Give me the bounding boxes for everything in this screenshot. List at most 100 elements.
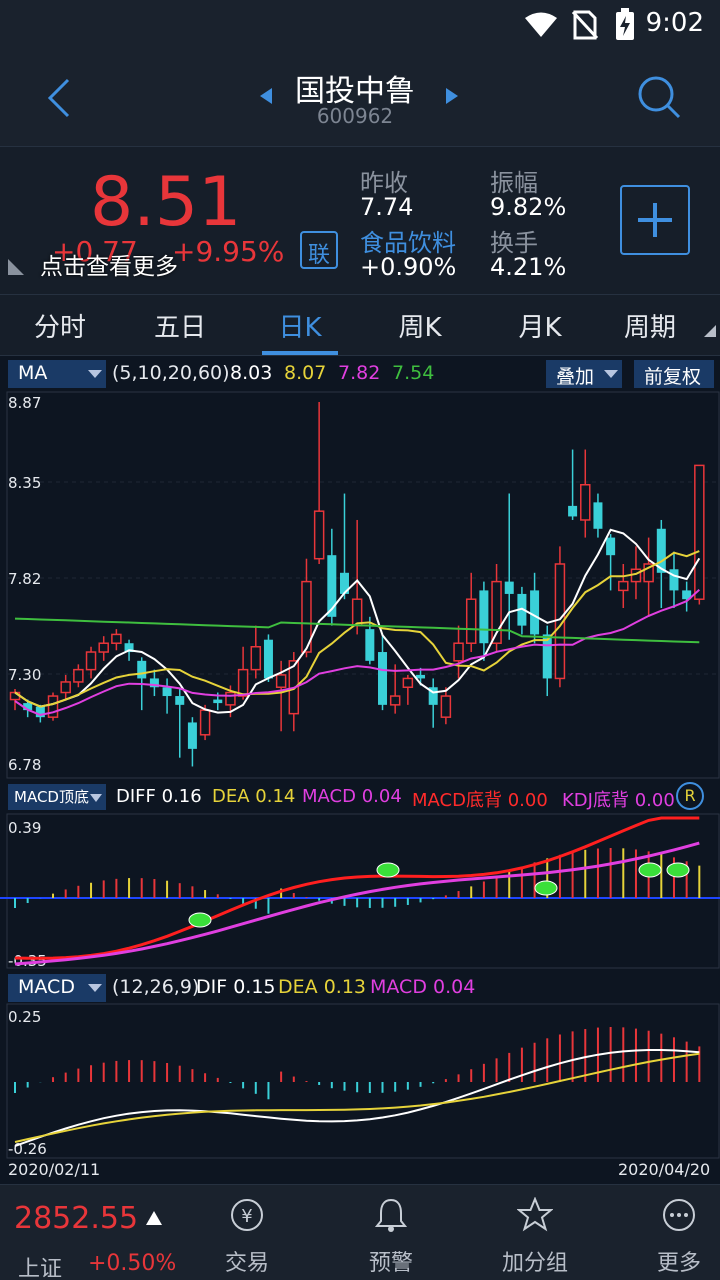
signal-panel-frame: [6, 813, 720, 969]
candle-body: [275, 674, 287, 688]
candle-body: [85, 651, 97, 671]
candle-body: [237, 668, 249, 697]
dif-value: 0.15: [233, 976, 276, 998]
previous-stock-icon[interactable]: [258, 86, 274, 106]
dea-signal-value: 0.14: [255, 786, 296, 807]
candle-body: [213, 699, 223, 704]
more-button[interactable]: 更多: [624, 1197, 720, 1277]
candle-body: [504, 581, 514, 594]
back-arrow-icon[interactable]: [44, 76, 74, 120]
candle-body: [618, 580, 629, 592]
candle-body: [479, 590, 489, 644]
candle-body: [656, 528, 666, 573]
no-sim-icon: [572, 10, 598, 40]
candle-body: [199, 709, 211, 736]
index-value[interactable]: 2852.55: [14, 1201, 139, 1236]
ma-selector-label: MA: [18, 362, 48, 384]
period-tabs: 分时 五日 日K 周K 月K 周期: [0, 294, 720, 356]
search-icon[interactable]: [636, 74, 682, 120]
stock-name: 国投中鲁: [295, 74, 415, 109]
candle-body: [428, 687, 438, 705]
diff-value: 0.16: [161, 786, 202, 807]
candle-body: [440, 695, 452, 718]
candle-body: [669, 569, 679, 591]
macd-dea-line: [14, 1052, 700, 1143]
ma60-value: 7.54: [392, 362, 435, 384]
macd-selector[interactable]: MACD: [8, 974, 106, 1002]
plus-icon: [638, 203, 672, 237]
sector-link[interactable]: 食品饮料: [360, 229, 456, 257]
period-dropdown-icon: [704, 325, 716, 337]
star-icon: [516, 1196, 554, 1232]
alert-button[interactable]: 预警: [336, 1197, 446, 1277]
tab-daily-k[interactable]: 日K: [278, 313, 322, 343]
overlay-button-label: 叠加: [556, 366, 595, 388]
macd-axis-label: 0.25: [8, 1008, 41, 1026]
candle-body: [339, 572, 349, 594]
candle-body: [187, 722, 197, 749]
tab-intraday[interactable]: 分时: [33, 313, 86, 343]
quote-panel[interactable]: 8.51 +0.77 +9.95% 点击查看更多 联 昨收 7.74 食品饮料 …: [0, 146, 720, 294]
candle-body: [389, 695, 401, 706]
candle-body: [351, 598, 363, 627]
candle-body: [73, 668, 84, 683]
candle-body: [542, 634, 552, 679]
signal-marker-icon: [666, 862, 690, 878]
price-change: +0.77: [52, 235, 138, 268]
signal-selector[interactable]: MACD顶底: [8, 784, 106, 810]
ma-selector[interactable]: MA: [8, 360, 106, 388]
signal-axis-label: 0.39: [8, 819, 41, 837]
link-badge[interactable]: 联: [300, 231, 338, 269]
signal-selector-label: MACD顶底: [14, 788, 89, 806]
ma5-value: 8.03: [230, 362, 273, 384]
price-change-percent: +9.95%: [172, 235, 285, 268]
trade-button[interactable]: ¥ 交易: [192, 1197, 302, 1277]
ma20-value: 7.82: [338, 362, 381, 384]
signal-refresh-badge[interactable]: R: [676, 782, 704, 810]
signal-axis-label: -0.35: [8, 952, 47, 970]
price-axis-label: 7.30: [8, 666, 41, 684]
diff-label: DIFF 0.16: [116, 786, 202, 807]
sector-change: +0.90%: [360, 253, 457, 281]
signal-marker-icon: [638, 862, 662, 878]
start-date: 2020/02/11: [8, 1160, 101, 1179]
price-axis-label: 7.82: [8, 570, 41, 588]
dea-signal-label: DEA 0.14: [212, 786, 296, 807]
macd-selector-label: MACD: [18, 976, 75, 998]
price-axis-label: 8.35: [8, 474, 41, 492]
candle-body: [453, 642, 464, 662]
wifi-icon: [525, 12, 557, 37]
prev-close-value: 7.74: [360, 193, 414, 221]
bell-icon: [374, 1198, 408, 1232]
tab-five-day[interactable]: 五日: [153, 313, 206, 343]
dif-line: [14, 1049, 700, 1147]
status-bar: 9:02: [0, 0, 720, 50]
tab-period[interactable]: 周期: [623, 313, 676, 343]
candle-body: [111, 633, 122, 644]
next-stock-icon[interactable]: [444, 86, 460, 106]
add-group-label: 加分组: [501, 1251, 568, 1276]
macd-divergence-value: 0.00: [507, 790, 548, 811]
candle-body: [98, 642, 109, 653]
macd-label: MACD 0.04: [370, 976, 476, 998]
dea-value: 0.13: [323, 976, 366, 998]
add-group-button[interactable]: 加分组: [480, 1196, 590, 1277]
candle-body: [416, 674, 426, 679]
macd-params: (12,26,9): [112, 976, 200, 998]
more-label: 更多: [656, 1251, 701, 1276]
ma-dropdown-icon: [88, 370, 102, 378]
candle-body: [327, 555, 337, 617]
stock-code: 600962: [316, 104, 394, 128]
add-to-watchlist-button[interactable]: [620, 185, 690, 255]
price-adjust-button[interactable]: 前复权: [634, 360, 714, 388]
yen-exchange-icon: ¥: [231, 1199, 263, 1231]
kline-chart-area[interactable]: MA (5,10,20,60) 8.03 8.07 7.82 7.54 叠加 前…: [0, 356, 720, 1184]
tab-weekly-k[interactable]: 周K: [398, 313, 442, 343]
dif-label: DIF 0.15: [196, 976, 276, 998]
view-more-hint[interactable]: 点击查看更多: [40, 254, 178, 280]
candle-body: [694, 464, 705, 600]
tab-monthly-k[interactable]: 月K: [518, 313, 562, 343]
index-change: +0.50%: [88, 1251, 177, 1276]
kline-chart-canvas[interactable]: 8.87 8.35 7.82 7.30 6.78 0.39 -0.35 0.25 -0.26: [0, 356, 720, 1184]
dea-label: DEA 0.13: [278, 976, 366, 998]
